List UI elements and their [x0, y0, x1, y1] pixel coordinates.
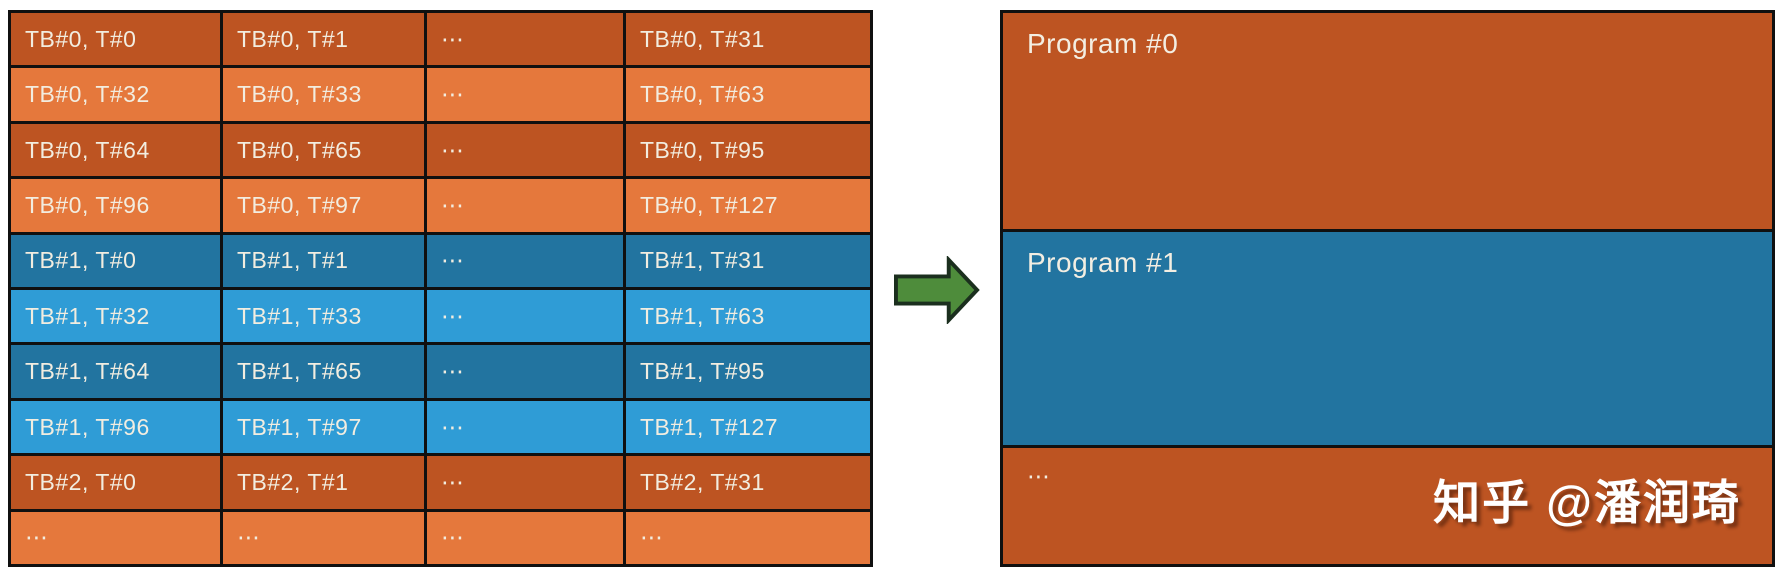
table-cell-ellipsis: ⋯ — [427, 400, 623, 454]
table-cell: TB#1, T#1 — [223, 234, 424, 288]
table-cell: TB#1, T#33 — [223, 290, 424, 343]
program-label-ellipsis: ⋯ — [1027, 462, 1051, 489]
table-cell: TB#2, T#1 — [223, 456, 424, 509]
table-row: TB#2, T#0 TB#2, T#1 ⋯ TB#2, T#31 — [11, 456, 870, 509]
table-cell: TB#1, T#0 — [11, 234, 220, 288]
table-cell: TB#1, T#63 — [626, 290, 870, 343]
table-cell-ellipsis: ⋯ — [427, 123, 623, 177]
table-cell-ellipsis: ⋯ — [427, 13, 623, 66]
table-cell: TB#0, T#64 — [11, 123, 220, 177]
table-row: TB#0, T#32 TB#0, T#33 ⋯ TB#0, T#63 — [11, 68, 870, 121]
table-cell: TB#1, T#96 — [11, 400, 220, 454]
table-cell: TB#1, T#64 — [11, 345, 220, 398]
table-cell-ellipsis: ⋯ — [427, 234, 623, 288]
table-cell-ellipsis: ⋯ — [427, 290, 623, 343]
arrow-right-icon — [894, 256, 980, 324]
table-cell: TB#1, T#95 — [626, 345, 870, 398]
table-cell-ellipsis: ⋯ — [427, 68, 623, 121]
table-row: TB#1, T#0 TB#1, T#1 ⋯ TB#1, T#31 — [11, 234, 870, 288]
table-row: TB#1, T#64 TB#1, T#65 ⋯ TB#1, T#95 — [11, 345, 870, 398]
table-cell-ellipsis: ⋯ — [427, 179, 623, 232]
table-cell-ellipsis: ⋯ — [11, 511, 220, 565]
table-row: ⋯ ⋯ ⋯ ⋯ — [11, 511, 870, 565]
table-row: TB#1, T#96 TB#1, T#97 ⋯ TB#1, T#127 — [11, 400, 870, 454]
program-label: Program #1 — [1027, 247, 1179, 279]
table-cell-ellipsis: ⋯ — [427, 511, 623, 565]
program-panel: Program #0 Program #1 ⋯ — [1000, 10, 1775, 567]
table-row: TB#0, T#0 TB#0, T#1 ⋯ TB#0, T#31 — [11, 13, 870, 66]
table-cell: TB#0, T#97 — [223, 179, 424, 232]
table-cell: TB#0, T#96 — [11, 179, 220, 232]
table-row: TB#1, T#32 TB#1, T#33 ⋯ TB#1, T#63 — [11, 290, 870, 343]
table-cell: TB#1, T#31 — [626, 234, 870, 288]
table-cell: TB#0, T#31 — [626, 13, 870, 66]
table-cell: TB#1, T#65 — [223, 345, 424, 398]
table-cell: TB#0, T#63 — [626, 68, 870, 121]
zhihu-watermark: 知乎 @潘润琦 — [1433, 476, 1741, 529]
table-cell: TB#1, T#97 — [223, 400, 424, 454]
table-cell-ellipsis: ⋯ — [427, 345, 623, 398]
table-cell: TB#0, T#32 — [11, 68, 220, 121]
table-cell-ellipsis: ⋯ — [626, 511, 870, 565]
table-cell: TB#0, T#95 — [626, 123, 870, 177]
program-section-ellipsis: ⋯ — [1003, 447, 1772, 564]
table-cell: TB#0, T#33 — [223, 68, 424, 121]
thread-block-table: TB#0, T#0 TB#0, T#1 ⋯ TB#0, T#31 TB#0, T… — [8, 10, 873, 567]
table-cell: TB#0, T#1 — [223, 13, 424, 66]
table-cell: TB#1, T#127 — [626, 400, 870, 454]
table-row: TB#0, T#96 TB#0, T#97 ⋯ TB#0, T#127 — [11, 179, 870, 232]
program-label: Program #0 — [1027, 28, 1179, 59]
table-row: TB#0, T#64 TB#0, T#65 ⋯ TB#0, T#95 — [11, 123, 870, 177]
table-cell: TB#2, T#31 — [626, 456, 870, 509]
table-cell-ellipsis: ⋯ — [427, 456, 623, 509]
program-section-0: Program #0 — [1003, 13, 1772, 230]
program-section-1: Program #1 — [1003, 232, 1772, 445]
table-cell: TB#2, T#0 — [11, 456, 220, 509]
table-cell: TB#1, T#32 — [11, 290, 220, 343]
table-cell: TB#0, T#127 — [626, 179, 870, 232]
table-cell: TB#0, T#0 — [11, 13, 220, 66]
table-cell: TB#0, T#65 — [223, 123, 424, 177]
table-cell-ellipsis: ⋯ — [223, 511, 424, 565]
